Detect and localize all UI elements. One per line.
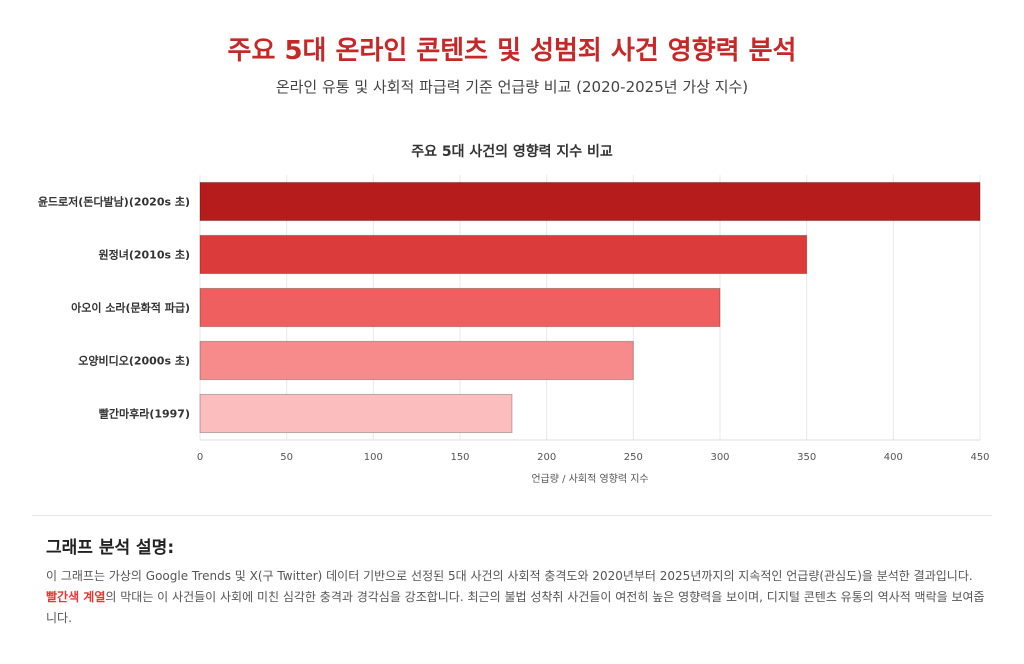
x-axis-label: 언급량 / 사회적 영향력 지수 xyxy=(531,473,648,485)
y-tick-label: 아오이 소라(문화적 파급) xyxy=(71,301,190,315)
divider xyxy=(32,515,992,516)
y-tick-label: 빨간마후라(1997) xyxy=(99,407,190,421)
bar xyxy=(199,340,634,381)
analysis-text: 이 그래프는 가상의 Google Trends 및 X(구 Twitter) … xyxy=(46,566,986,629)
x-tick-label: 250 xyxy=(624,452,643,463)
x-tick-label: 450 xyxy=(970,452,989,463)
bar xyxy=(199,287,721,328)
y-tick-label: 오양비디오(2000s 초) xyxy=(78,354,190,368)
analysis-heading: 그래프 분석 설명: xyxy=(46,538,175,558)
page-subtitle: 온라인 유통 및 사회적 파급력 기준 언급량 비교 (2020-2025년 가… xyxy=(275,78,749,96)
y-tick-label: 윤드로저(돈다발남)(2020s 초) xyxy=(38,195,190,209)
x-tick-label: 150 xyxy=(450,452,469,463)
analysis-text-part: 이 그래프는 가상의 Google Trends 및 X(구 Twitter) … xyxy=(46,569,973,583)
x-tick-label: 50 xyxy=(280,452,293,463)
analysis-highlight: 빨간색 계열 xyxy=(46,590,106,604)
x-tick-label: 100 xyxy=(364,452,383,463)
x-tick-label: 0 xyxy=(197,452,203,463)
bar xyxy=(199,393,513,434)
chart-title: 주요 5대 사건의 영향력 지수 비교 xyxy=(411,143,613,160)
analysis-text-part: 의 막대는 이 사건들이 사회에 미친 심각한 충격과 경각심을 강조합니다. … xyxy=(46,590,985,625)
x-tick-label: 200 xyxy=(537,452,556,463)
x-tick-label: 400 xyxy=(884,452,903,463)
x-tick-label: 300 xyxy=(710,452,729,463)
page-title: 주요 5대 온라인 콘텐츠 및 성범죄 사건 영향력 분석 xyxy=(227,36,797,66)
x-tick-label: 350 xyxy=(797,452,816,463)
bar-chart: 주요 5대 사건의 영향력 지수 비교 0 50 100 150 200 250 300 350… xyxy=(38,143,990,485)
bar xyxy=(199,234,808,275)
bar xyxy=(199,181,981,222)
y-tick-label: 원정녀(2010s 초) xyxy=(98,248,190,262)
